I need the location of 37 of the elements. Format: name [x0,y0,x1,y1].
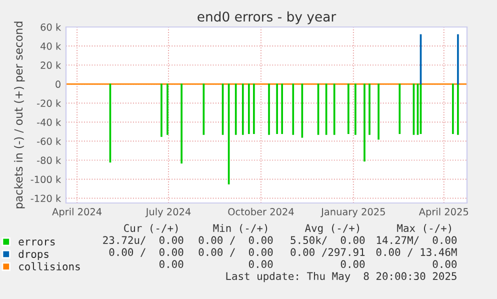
y-tick-label: 0 [56,80,60,88]
y-axis-title: packets in (-) / out (+) per second [14,22,25,208]
text: Min (-/+) [213,224,268,234]
y-tick-label: 60 k [40,23,62,31]
y-tick-label: -120 k [30,194,62,202]
x-tick-label: July 2024 [145,208,191,218]
text: 0.00 [432,260,457,268]
text: Avg (-/+) [304,224,360,234]
text: 14.27M/ 0.00 [376,236,457,245]
legend-label: collisions [19,262,80,270]
y-tick-label: -40 k [37,118,62,126]
chart-title: end0 errors - by year [198,11,336,24]
text: 23.72u/ 0.00 [103,236,184,245]
x-tick-label: April 2025 [418,208,468,218]
x-tick-label: October 2024 [228,208,294,216]
y-tick-label: -60 k [37,137,62,145]
text: 0.00 [340,260,365,268]
y-tick-label: 20 k [40,61,62,69]
text: 0.00 / 0.00 [198,248,273,257]
text: 0.00 [248,260,273,268]
text: 0.00 [159,260,184,268]
y-tick-label: -20 k [37,99,62,107]
text: 0.00 / 0.00 [109,248,184,257]
y-tick-label: -100 k [30,176,62,184]
y-tick-label: 40 k [40,42,62,50]
x-tick-label: January 2025 [320,208,385,218]
text: 0.00 / 0.00 [198,236,273,245]
legend-label: drops [18,250,48,260]
text: Last update: Thu May 8 20:00:30 2025 [226,272,456,282]
text: 0.00 /297.91 [290,248,365,257]
x-tick-label: April 2024 [52,208,102,218]
text: 5.50k/ 0.00 [290,236,365,245]
text: 0.00 / 13.46M [376,248,457,257]
text: Cur (-/+) [124,224,178,234]
legend-label: errors [18,240,55,246]
text: Max (-/+) [397,224,451,234]
y-tick-label: -80 k [37,156,62,164]
